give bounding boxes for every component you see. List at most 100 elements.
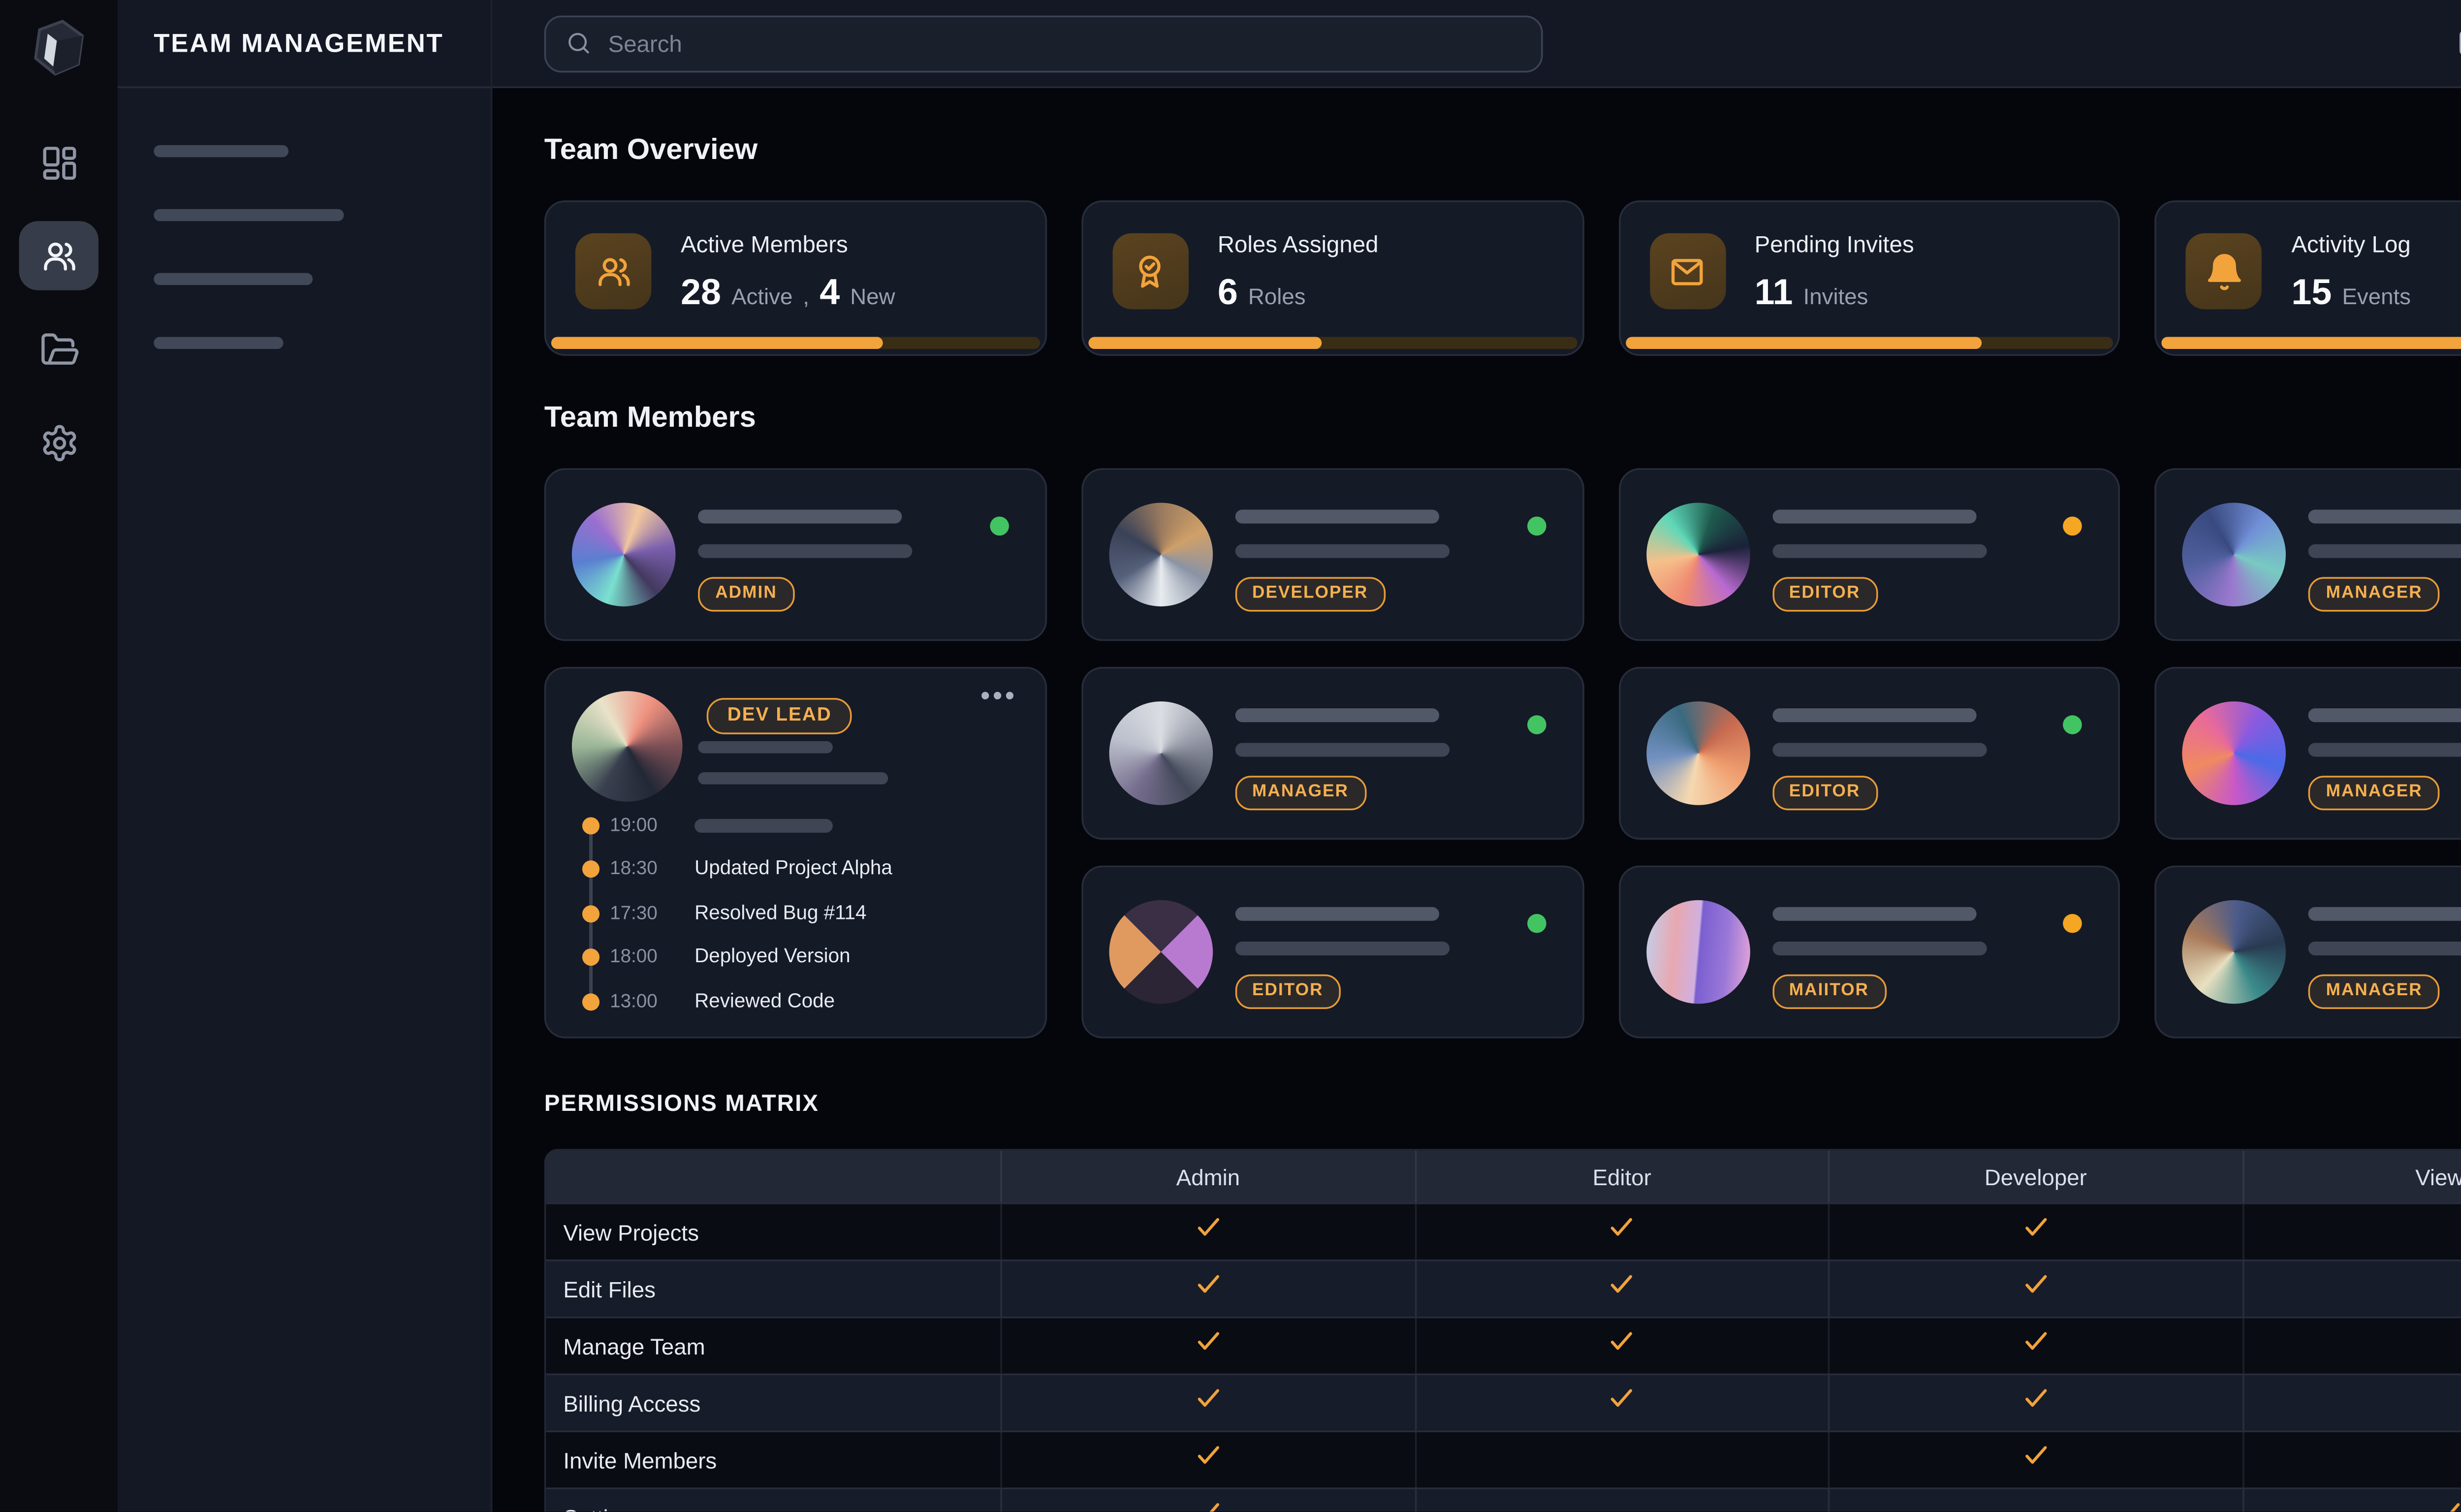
timeline-row: 18:00 Deployed Version xyxy=(546,936,1045,980)
rail-item-projects[interactable] xyxy=(19,315,98,383)
member-skeleton-lines: EDITOR xyxy=(1234,900,1450,1037)
member-card[interactable]: MANAGER xyxy=(2155,468,2461,641)
member-skeleton-lines: EDITOR xyxy=(1771,503,1986,639)
card-menu-button[interactable]: ••• xyxy=(980,683,1017,711)
permission-cell xyxy=(2241,1261,2461,1317)
search-input[interactable] xyxy=(608,30,1522,57)
permission-cell xyxy=(1414,1261,1828,1317)
permission-cell xyxy=(1000,1432,1414,1488)
main-content: Team Overview Active Members 28 Active, 4 Ne… xyxy=(492,88,2461,1512)
overview-card-value: 6 Roles xyxy=(1218,273,1379,315)
permission-cell xyxy=(1828,1489,2242,1512)
app-logo[interactable] xyxy=(24,14,93,83)
member-name-skeleton xyxy=(2308,708,2461,723)
rail-item-dashboard[interactable] xyxy=(19,128,98,197)
permissions-row: Settings xyxy=(546,1487,2461,1512)
timeline-skeleton xyxy=(694,818,833,833)
status-dot xyxy=(2063,715,2082,734)
overview-card-icon-box xyxy=(1112,233,1189,310)
member-card[interactable]: EDITOR xyxy=(1081,865,1584,1039)
overview-card-title: Roles Assigned xyxy=(1217,231,1379,258)
member-skeleton-lines xyxy=(698,741,888,785)
member-name-skeleton xyxy=(698,509,902,524)
ellipsis-icon: ••• xyxy=(980,682,1017,712)
overview-card-0: Active Members 28 Active, 4 New xyxy=(544,200,1047,356)
permission-cell xyxy=(1828,1261,2242,1317)
permission-cell xyxy=(2241,1204,2461,1260)
member-card[interactable]: EDITOR xyxy=(1618,666,2120,840)
member-avatar xyxy=(2182,503,2286,607)
permissions-table: AdminEditorDeveloperViewer View Projects E… xyxy=(544,1149,2461,1512)
sidebar-skeleton-item xyxy=(154,273,313,285)
permission-cell xyxy=(1828,1375,2242,1431)
value-separator: , xyxy=(803,283,810,310)
member-name-skeleton xyxy=(2308,509,2461,524)
search-box[interactable] xyxy=(544,14,1543,72)
permission-cell xyxy=(1414,1204,1828,1260)
member-subtitle-skeleton xyxy=(2308,942,2461,956)
overview-card-value: 11 Invites xyxy=(1755,273,1914,315)
timeline-label: Reviewed Code xyxy=(694,991,835,1012)
member-card[interactable]: MAIITOR xyxy=(1618,865,2120,1039)
gear-icon xyxy=(42,424,75,461)
role-badge: EDITOR xyxy=(1234,974,1341,1009)
role-badge: MANAGER xyxy=(1234,776,1366,811)
timeline-row: 13:00 Reviewed Code xyxy=(546,979,1045,1024)
check-icon xyxy=(2021,1327,2051,1365)
member-card[interactable]: MANAGER xyxy=(2155,865,2461,1039)
overview-card-body: Pending Invites 11 Invites xyxy=(1755,228,1914,354)
permissions-header-cell: Viewer xyxy=(2241,1150,2461,1203)
check-icon xyxy=(2021,1441,2051,1479)
member-card-expanded[interactable]: DEV LEAD ••• 19:00 18:30 Updated Project Alp… xyxy=(544,666,1047,1039)
check-icon xyxy=(1194,1498,1223,1512)
role-badge: MANAGER xyxy=(2308,577,2440,612)
check-icon xyxy=(2435,1498,2461,1512)
member-name-skeleton xyxy=(1234,907,1439,921)
rail-item-settings[interactable] xyxy=(19,408,98,476)
member-card[interactable]: MANAGER xyxy=(1081,666,1584,840)
users-icon xyxy=(43,242,75,270)
member-avatar xyxy=(2182,900,2286,1004)
member-name-skeleton xyxy=(1771,907,1976,921)
member-card[interactable]: ADMIN xyxy=(544,468,1047,641)
permission-label-cell: Manage Team xyxy=(546,1318,1000,1373)
sidebar-header: TEAM MANAGEMENT xyxy=(117,0,491,89)
role-badge: MANAGER xyxy=(2308,776,2440,811)
overview-card-1: Roles Assigned 6 Roles xyxy=(1081,200,1584,356)
permissions-header-row: AdminEditorDeveloperViewer xyxy=(546,1150,2461,1203)
member-subtitle-skeleton xyxy=(1234,544,1450,558)
permissions-row: Manage Team xyxy=(546,1316,2461,1374)
overview-card-body: Roles Assigned 6 Roles xyxy=(1218,228,1379,354)
search-icon xyxy=(568,32,589,54)
member-card[interactable]: EDITOR xyxy=(1618,468,2120,641)
timeline-dot xyxy=(582,993,600,1010)
timeline-label: Resolved Bug #114 xyxy=(694,903,867,924)
overview-card-icon-box xyxy=(2186,233,2262,310)
app-title: TEAM MANAGEMENT xyxy=(154,28,444,58)
overview-card-value: 28 Active, 4 New xyxy=(681,273,895,315)
member-name-skeleton xyxy=(2308,907,2461,921)
member-subtitle-skeleton xyxy=(1771,942,1986,956)
member-skeleton-lines: EDITOR xyxy=(1771,701,1986,838)
status-dot xyxy=(989,516,1009,536)
overview-card-title: Pending Invites xyxy=(1754,231,1914,258)
timeline-time: 13:00 xyxy=(610,991,658,1012)
member-card[interactable]: MANAGER xyxy=(2155,666,2461,840)
status-dot xyxy=(1526,715,1546,734)
check-icon xyxy=(1194,1270,1223,1308)
timeline-row: 19:00 xyxy=(546,803,1045,848)
member-subtitle-skeleton xyxy=(1234,743,1450,757)
rail-item-team[interactable] xyxy=(19,221,99,290)
team-members-heading: Team Members xyxy=(544,401,756,434)
overview-card-3: Activity Log 15 Events xyxy=(2155,200,2461,356)
member-name-skeleton xyxy=(698,741,833,754)
check-icon xyxy=(1607,1384,1637,1422)
topbar xyxy=(492,0,2461,89)
messages-button[interactable] xyxy=(2455,26,2461,61)
sidebar-skeleton-item xyxy=(154,209,344,221)
member-card[interactable]: DEVELOPER xyxy=(1081,468,1584,641)
timeline-time: 18:00 xyxy=(610,947,658,968)
stat-number: 11 xyxy=(1754,273,1793,313)
timeline-time: 19:00 xyxy=(610,815,658,836)
progress-fill xyxy=(1625,337,1982,349)
